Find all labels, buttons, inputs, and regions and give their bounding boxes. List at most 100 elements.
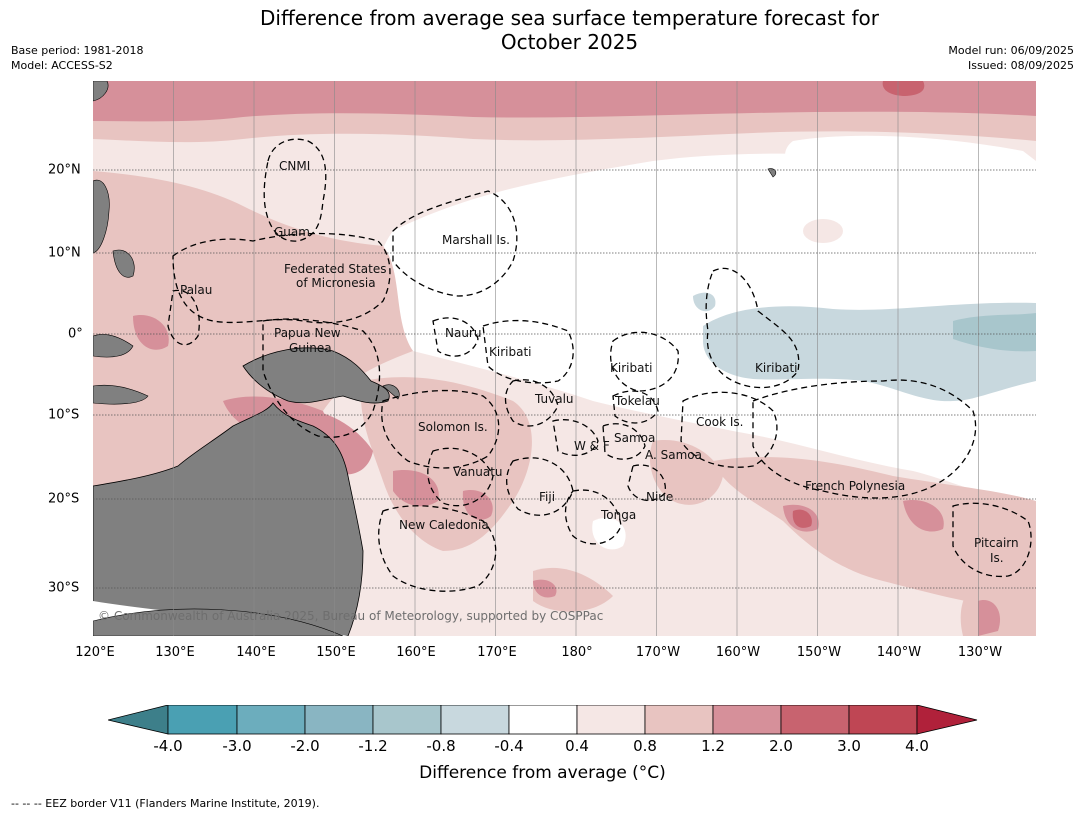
label-cook: Cook Is.	[696, 415, 743, 429]
anomaly-cool-band	[703, 302, 1036, 402]
eez-fsm	[172, 232, 391, 324]
label-american-samoa: A. Samoa	[645, 448, 702, 462]
label-marshall: Marshall Is.	[442, 233, 510, 247]
colorbar-tick: 0.8	[633, 737, 657, 755]
land-philippines-south	[112, 249, 135, 278]
colorbar-tick: 2.0	[769, 737, 793, 755]
label-fiji: Fiji	[539, 490, 555, 504]
eez-samoa	[602, 423, 646, 460]
colorbar-bin-3	[304, 705, 374, 735]
colorbar-tick: 1.2	[701, 737, 725, 755]
lat-tick-20n: 20°N	[48, 162, 81, 178]
anomaly-strong-new-caledonia	[462, 490, 493, 520]
anomaly-hot-fp	[792, 509, 812, 528]
issued-date: Issued: 08/09/2025	[967, 59, 1074, 72]
anomaly-warm-french-polynesia	[713, 456, 1036, 611]
label-pitcairn-line-2: Is.	[990, 551, 1004, 565]
title-line-1: Difference from average sea surface temp…	[259, 6, 879, 30]
land-solomon	[382, 384, 400, 400]
label-vanuatu: Vanuatu	[453, 465, 503, 479]
eez-cnmi	[263, 138, 327, 242]
eez-vanuatu	[427, 447, 494, 507]
land-hawaii	[767, 168, 777, 178]
colorbar-bin-4	[372, 705, 442, 735]
colorbar-tick: -2.0	[290, 737, 320, 755]
lon-tick-170e: 170°E	[477, 645, 517, 660]
eez-png	[262, 318, 381, 438]
lon-tick-140e: 140°E	[236, 645, 276, 660]
colorbar	[108, 705, 978, 735]
lon-tick-120e: 120°E	[75, 645, 115, 660]
eez-marshall	[392, 190, 518, 297]
colorbar-bin-7	[576, 705, 646, 735]
lon-tick-180: 180°	[561, 645, 593, 660]
land-timor	[93, 384, 149, 405]
model-run: Model run: 06/09/2025	[948, 44, 1074, 57]
colorbar-bin-2	[236, 705, 306, 735]
lat-tick-10n: 10°N	[48, 245, 81, 261]
anomaly-hot-north	[882, 81, 925, 96]
lon-tick-160e: 160°E	[396, 645, 436, 660]
eez-kiribati-central	[609, 331, 679, 392]
graticule-lat	[93, 169, 1036, 589]
meta-left: Base period: 1981-2018 Model: ACCESS-S2	[11, 43, 143, 73]
label-fsm-line-2: of Micronesia	[296, 276, 376, 290]
eez-nauru	[432, 317, 479, 357]
colorbar-bin-6	[508, 705, 578, 735]
sst-anomaly-map: CNMI Guam Marshall Is. Federated States …	[93, 81, 1036, 636]
lon-tick-160w: 160°W	[715, 645, 761, 660]
eez-footnote: -- -- -- EEZ border V11 (Flanders Marine…	[11, 797, 320, 810]
eez-solomon	[381, 389, 500, 469]
lat-tick-0: 0°	[68, 326, 83, 342]
colorbar-tick: 3.0	[837, 737, 861, 755]
eez-fiji	[506, 457, 574, 516]
title-line-2: October 2025	[500, 30, 639, 54]
land-new-guinea	[242, 347, 390, 404]
label-pitcairn-line-1: Pitcairn	[974, 536, 1019, 550]
anomaly-strong-pitcairn	[978, 600, 1001, 636]
eez-tuvalu	[504, 379, 559, 427]
lon-tick-170w: 170°W	[635, 645, 681, 660]
label-tonga: Tonga	[600, 508, 636, 522]
colorbar-bin-8	[644, 705, 714, 735]
label-solomon: Solomon Is.	[418, 420, 488, 434]
land-philippines-north	[93, 179, 110, 254]
label-nauru: Nauru	[445, 326, 481, 340]
lon-tick-150w: 150°W	[796, 645, 842, 660]
colorbar-bin-10	[780, 705, 850, 735]
label-cnmi: CNMI	[279, 159, 310, 173]
land-australia-south	[93, 608, 344, 636]
base-period: Base period: 1981-2018	[11, 44, 144, 57]
map-title: Difference from average sea surface temp…	[0, 6, 1085, 54]
eez-pitcairn	[952, 502, 1032, 578]
anomaly-patch-north	[803, 219, 843, 243]
label-wallis-futuna: W & F	[574, 439, 610, 453]
eez-kiribati-west	[482, 319, 574, 384]
eez-wallis-futuna	[552, 419, 599, 456]
label-palau: Palau	[180, 283, 212, 297]
anomaly-cool-patch	[693, 292, 716, 312]
anomaly-cool-core	[953, 313, 1036, 352]
label-png-line-1: Papua New	[274, 326, 341, 340]
colorbar-extend-high	[916, 705, 978, 735]
lon-tick-140w: 140°W	[876, 645, 922, 660]
label-fsm-line-1: Federated States	[284, 262, 386, 276]
anomaly-strong-indonesia	[133, 315, 169, 350]
eez-tonga	[564, 489, 622, 545]
label-kiribati-west: Kiribati	[489, 345, 531, 359]
label-kiribati-central: Kiribati	[610, 361, 652, 375]
eez-new-caledonia	[378, 505, 497, 592]
colorbar-bin-5	[440, 705, 510, 735]
map-panel: CNMI Guam Marshall Is. Federated States …	[93, 81, 1036, 636]
lon-tick-130e: 130°E	[155, 645, 195, 660]
model-name: Model: ACCESS-S2	[11, 59, 113, 72]
land-australia	[93, 402, 364, 636]
eez-cook	[680, 391, 778, 468]
lat-tick-20s: 20°S	[48, 491, 80, 507]
colorbar-bin-11	[848, 705, 918, 735]
anomaly-near-average-north	[785, 135, 1036, 211]
anomaly-strong-vanuatu	[393, 470, 439, 507]
anomaly-strong-north-band	[93, 81, 1036, 122]
eez-niue	[627, 464, 666, 502]
anomaly-strong-fp-2	[903, 500, 944, 532]
